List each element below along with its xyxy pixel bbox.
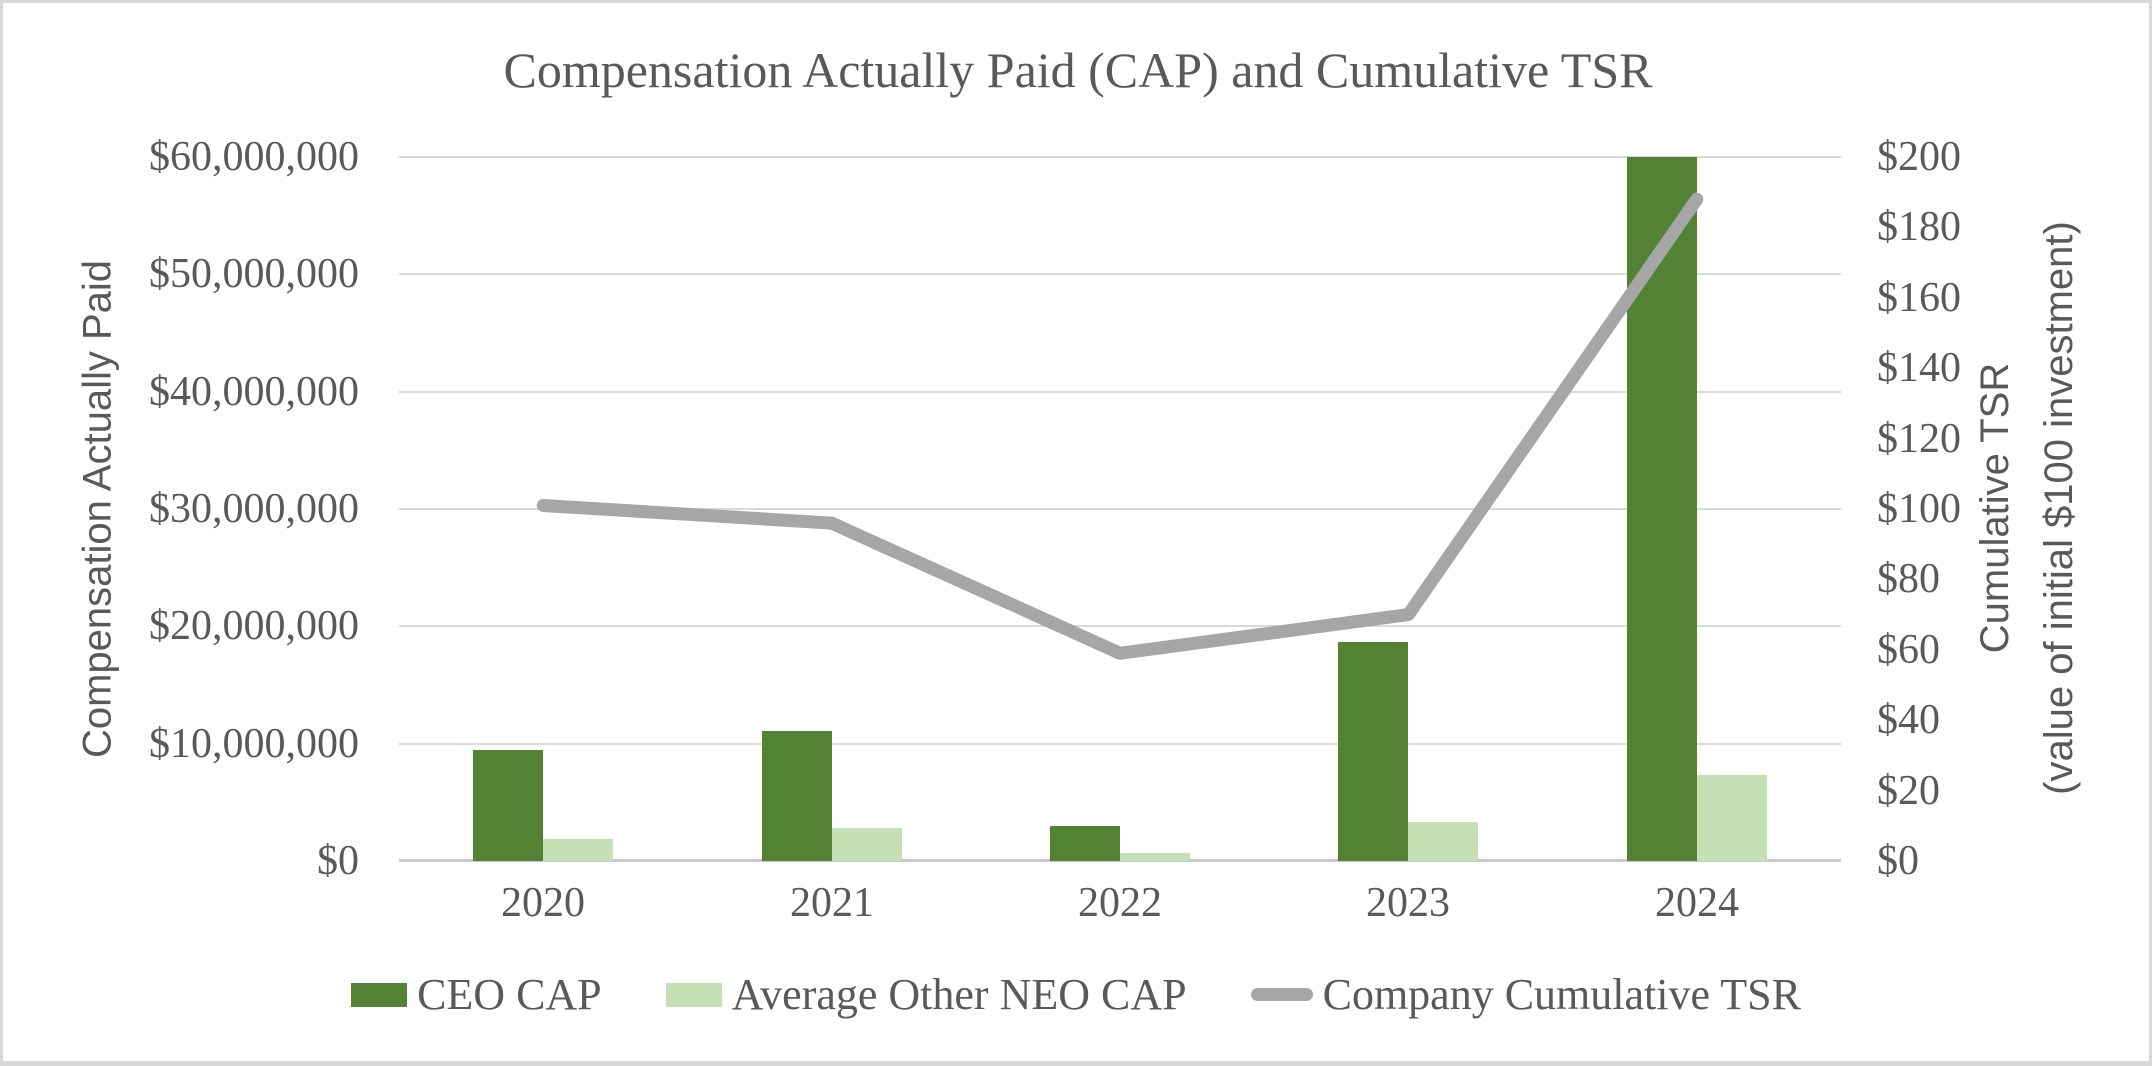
gridline <box>399 625 1841 627</box>
y-axis-tick-label-left: $60,000,000 <box>149 134 359 180</box>
gridline <box>399 391 1841 393</box>
bar-ceo-cap-2020 <box>473 750 543 861</box>
tsr-line-swatch-icon <box>1250 988 1313 1001</box>
bar-ceo-cap-2021 <box>762 731 832 861</box>
y-axis-tick-label-right: $120 <box>1877 416 1961 462</box>
chart-title: Compensation Actually Paid (CAP) and Cum… <box>503 42 1653 98</box>
y-axis-tick-label-left: $40,000,000 <box>149 369 359 415</box>
bar-neo-cap-2021 <box>832 828 902 861</box>
legend-label: CEO CAP <box>417 970 602 1019</box>
bar-neo-cap-2024 <box>1697 775 1767 861</box>
y-axis-tick-label-right: $80 <box>1877 556 1940 602</box>
gridline <box>399 508 1841 510</box>
bar-ceo-cap-2022 <box>1050 826 1120 861</box>
x-axis-label-2024: 2024 <box>1655 880 1739 926</box>
y-axis-tick-label-left: $50,000,000 <box>149 251 359 297</box>
legend-label: Average Other NEO CAP <box>731 970 1187 1019</box>
chart-legend: CEO CAP Average Other NEO CAP Company Cu… <box>3 969 2149 1020</box>
y-axis-tick-label-right: $20 <box>1877 768 1940 814</box>
y-axis-tick-label-right: $140 <box>1877 345 1961 391</box>
company-cumulative-tsr-line <box>536 192 1704 660</box>
neo-cap-swatch-icon <box>665 982 722 1007</box>
y-axis-tick-label-right: $0 <box>1877 838 1919 884</box>
bar-neo-cap-2023 <box>1408 822 1478 861</box>
y-axis-tick-label-right: $180 <box>1877 204 1961 250</box>
gridline <box>399 156 1841 158</box>
y-axis-tick-label-right: $40 <box>1877 697 1940 743</box>
x-axis-label-2022: 2022 <box>1078 880 1162 926</box>
y-axis-tick-label-right: $160 <box>1877 275 1961 321</box>
y-axis-tick-label-left: $20,000,000 <box>149 603 359 649</box>
y-axis-tick-label-left: $0 <box>317 838 359 884</box>
bar-neo-cap-2022 <box>1120 853 1190 861</box>
y-axis-tick-label-right: $100 <box>1877 486 1961 532</box>
y-axis-tick-label-right: $200 <box>1877 134 1961 180</box>
ceo-cap-swatch-icon <box>351 982 408 1007</box>
legend-item-tsr: Company Cumulative TSR <box>1250 969 1801 1020</box>
y-axis-tick-label-left: $10,000,000 <box>149 721 359 767</box>
legend-item-ceo-cap: CEO CAP <box>351 969 602 1020</box>
bar-ceo-cap-2023 <box>1338 642 1408 861</box>
y-axis-tick-label-left: $30,000,000 <box>149 486 359 532</box>
gridline <box>399 743 1841 745</box>
gridline <box>399 273 1841 275</box>
legend-item-neo-cap: Average Other NEO CAP <box>665 969 1187 1020</box>
x-axis-label-2021: 2021 <box>790 880 874 926</box>
legend-label: Company Cumulative TSR <box>1322 970 1801 1019</box>
tsr-line-chart <box>536 192 1704 660</box>
x-axis-label-2020: 2020 <box>501 880 585 926</box>
y-axis-tick-label-right: $60 <box>1877 627 1940 673</box>
bar-neo-cap-2020 <box>543 839 613 861</box>
plot-area <box>399 156 1841 862</box>
x-axis-label-2023: 2023 <box>1366 880 1450 926</box>
